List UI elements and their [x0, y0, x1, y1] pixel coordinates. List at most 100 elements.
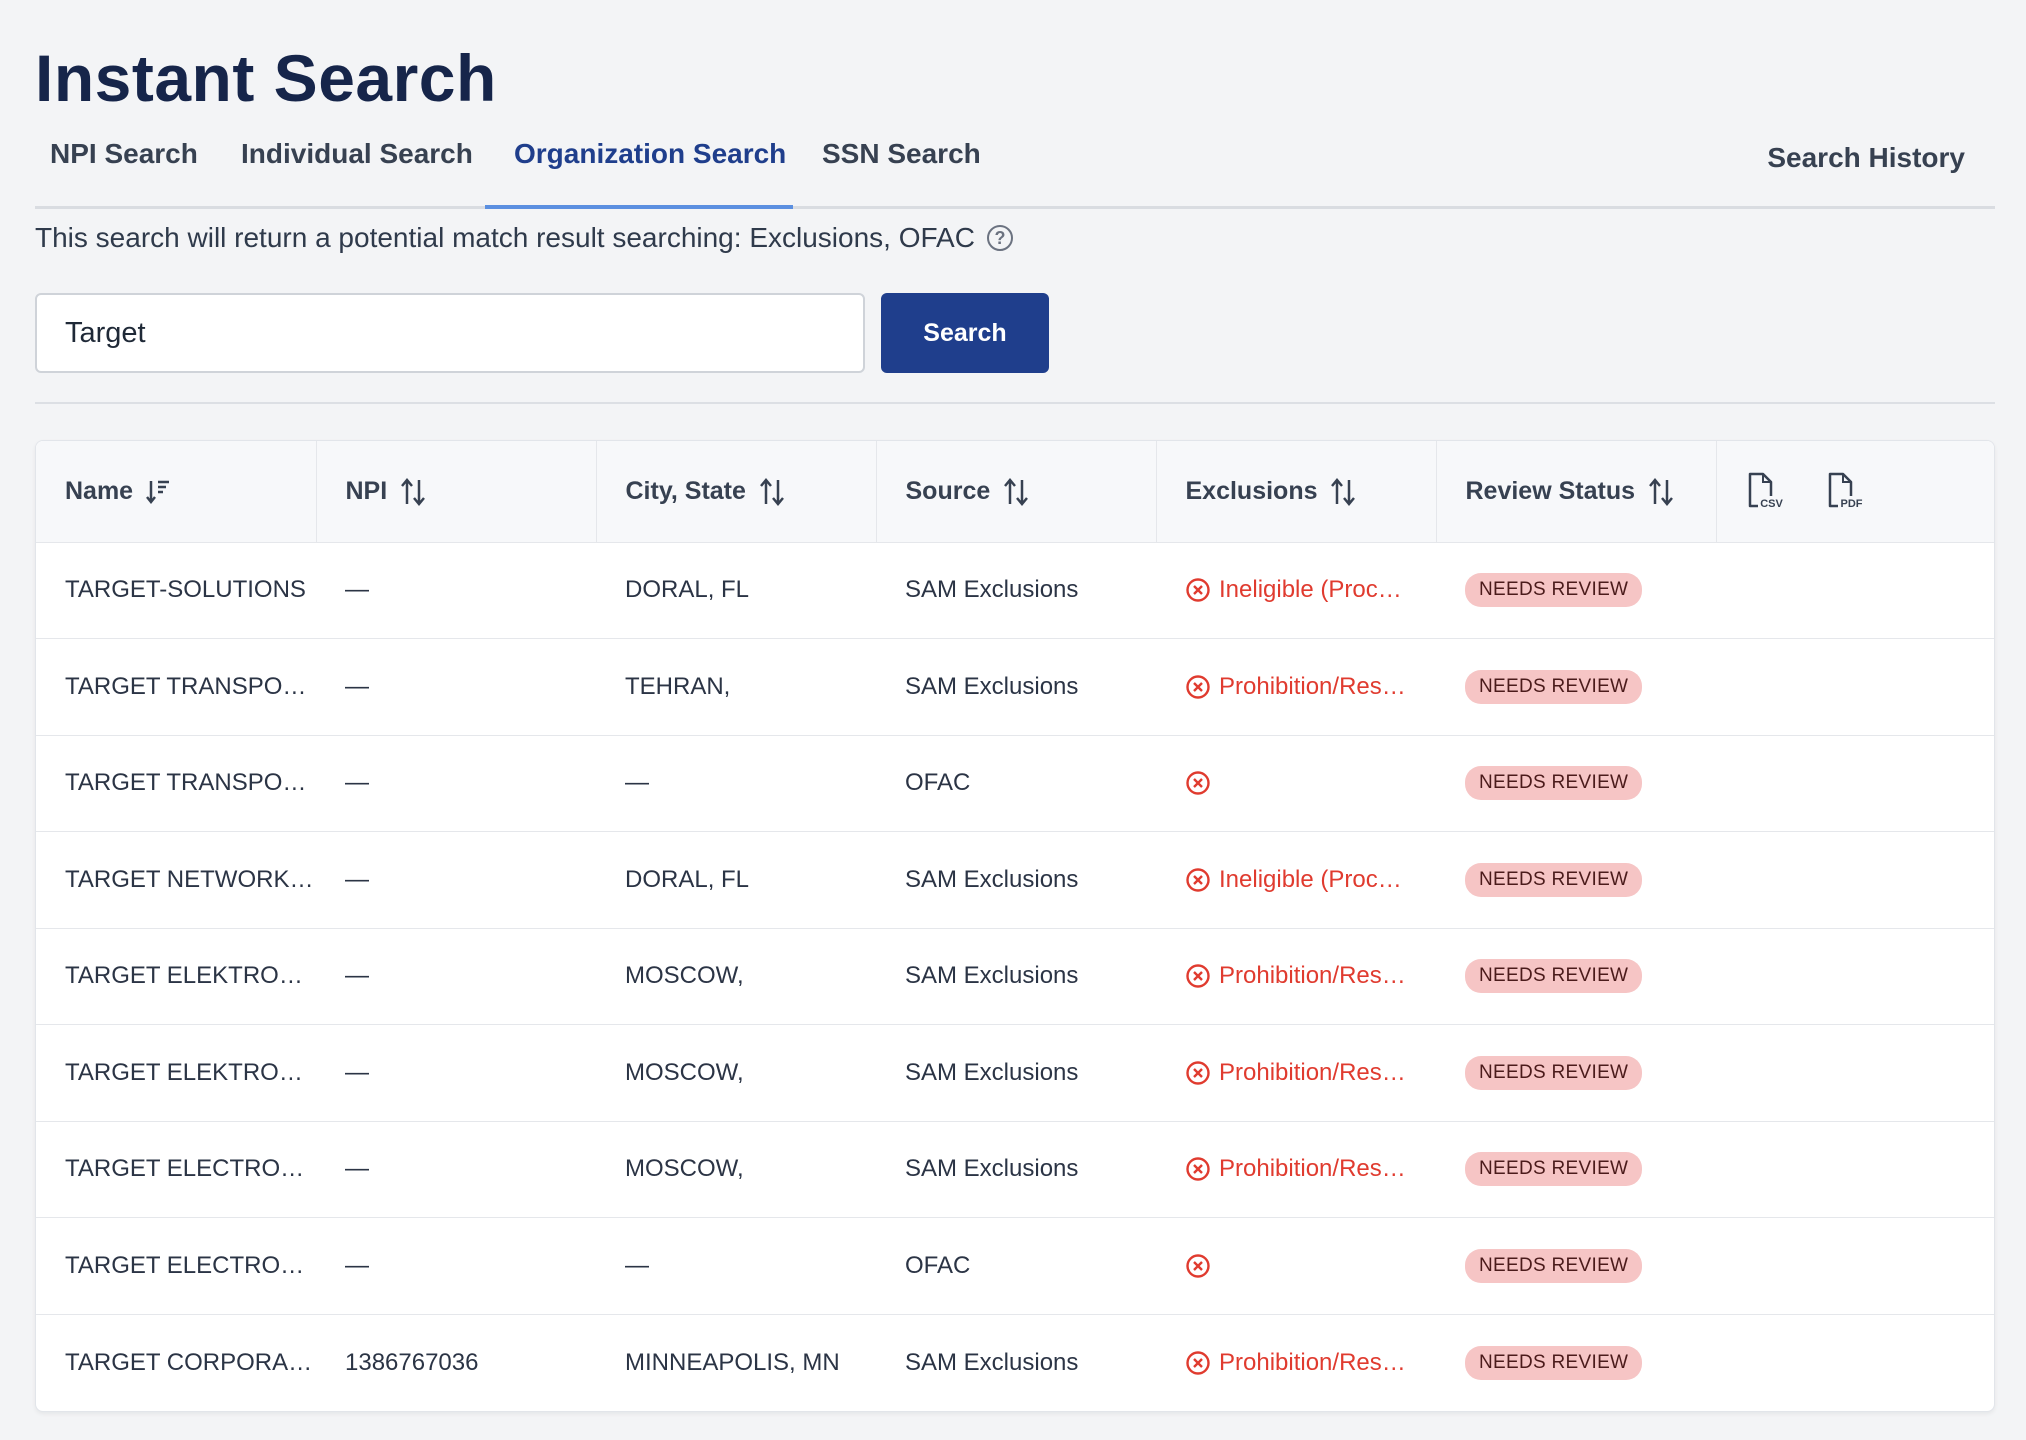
cell-actions: [1716, 1314, 1994, 1411]
cell-npi: —: [345, 962, 369, 990]
exclusion-label: Ineligible (Proc…: [1219, 576, 1402, 604]
status-badge: NEEDS REVIEW: [1465, 669, 1643, 704]
cell-exclusions: Prohibition/Res…: [1156, 639, 1436, 736]
cell-city-state: DORAL, FL: [625, 576, 750, 604]
exclusion-label: Prohibition/Res…: [1219, 1348, 1406, 1376]
exclusion-x-icon: [1186, 578, 1210, 602]
help-icon[interactable]: ?: [986, 225, 1013, 251]
cell-review-status: NEEDS REVIEW: [1436, 928, 1716, 1025]
column-label: Exclusions: [1185, 476, 1318, 505]
status-badge: NEEDS REVIEW: [1465, 862, 1643, 897]
exclusion-label: Prohibition/Res…: [1219, 672, 1406, 700]
cell-review-status: NEEDS REVIEW: [1436, 1121, 1716, 1218]
cell-actions: [1716, 1121, 1994, 1218]
sort-icon[interactable]: [1330, 477, 1356, 506]
column-header-city-state[interactable]: City, State: [596, 441, 877, 543]
cell-source: OFAC: [905, 769, 971, 797]
cell-name: TARGET-SOLUTIONS: [65, 576, 306, 604]
table-header-row: Name NPI City, State: [36, 441, 1994, 543]
search-button[interactable]: Search: [881, 293, 1049, 373]
cell-name: TARGET ELECTRO…: [65, 1251, 305, 1279]
table-row[interactable]: TARGET ELECTRO… — — OFAC NEEDS REVIEW: [36, 1218, 1994, 1315]
status-badge: NEEDS REVIEW: [1465, 766, 1643, 801]
sort-icon[interactable]: [1003, 477, 1029, 506]
column-header-npi[interactable]: NPI: [316, 441, 597, 543]
cell-npi: —: [345, 1155, 369, 1183]
exclusion-x-icon: [1186, 868, 1210, 892]
column-header-name[interactable]: Name: [36, 441, 317, 543]
table-row[interactable]: TARGET ELEKTRO… — MOSCOW, SAM Exclusions Pro…: [36, 928, 1994, 1025]
tab-ssn-search[interactable]: SSN Search: [822, 138, 981, 169]
cell-review-status: NEEDS REVIEW: [1436, 639, 1716, 736]
cell-city-state: DORAL, FL: [625, 865, 750, 893]
search-info: This search will return a potential matc…: [35, 222, 1013, 254]
cell-actions: [1716, 542, 1994, 639]
column-header-export: CSV PDF: [1716, 441, 1994, 543]
cell-source: OFAC: [905, 1251, 971, 1279]
status-badge: NEEDS REVIEW: [1465, 1248, 1643, 1283]
cell-name: TARGET TRANSPO…: [65, 672, 307, 700]
search-history-link[interactable]: Search History: [1767, 142, 1965, 173]
cell-name: TARGET ELECTRO…: [65, 1155, 305, 1183]
cell-source: SAM Exclusions: [905, 576, 1079, 604]
cell-npi: —: [345, 769, 369, 797]
cell-review-status: NEEDS REVIEW: [1436, 542, 1716, 639]
cell-city-state: —: [625, 1251, 649, 1279]
cell-actions: [1716, 639, 1994, 736]
table-row[interactable]: TARGET ELEKTRO… — MOSCOW, SAM Exclusions Pro…: [36, 1025, 1994, 1122]
tab-individual-search[interactable]: Individual Search: [241, 138, 473, 169]
exclusion-x-icon: [1186, 964, 1210, 988]
status-badge: NEEDS REVIEW: [1465, 573, 1643, 608]
tab-organization-search[interactable]: Organization Search: [514, 138, 787, 169]
table-row[interactable]: TARGET-SOLUTIONS — DORAL, FL SAM Exclusions…: [36, 542, 1994, 639]
cell-npi: —: [345, 865, 369, 893]
table-row[interactable]: TARGET NETWORK… — DORAL, FL SAM Exclusions I…: [36, 832, 1994, 929]
tab-npi-search[interactable]: NPI Search: [50, 138, 198, 169]
pdf-file-icon[interactable]: PDF: [1826, 472, 1866, 510]
status-badge: NEEDS REVIEW: [1465, 1055, 1643, 1090]
cell-exclusions: [1156, 735, 1436, 832]
cell-source: SAM Exclusions: [905, 1155, 1079, 1183]
exclusion-label: Prohibition/Res…: [1219, 1155, 1406, 1183]
cell-name: TARGET NETWORK…: [65, 865, 314, 893]
exclusion-x-icon: [1186, 1350, 1210, 1375]
cell-npi: 1386767036: [345, 1348, 479, 1376]
cell-city-state: MOSCOW,: [625, 1155, 744, 1183]
cell-city-state: MINNEAPOLIS, MN: [625, 1348, 840, 1376]
cell-npi: —: [345, 672, 369, 700]
cell-npi: —: [345, 1058, 369, 1086]
table-row[interactable]: TARGET TRANSPO… — — OFAC NEEDS REVIEW: [36, 735, 1994, 832]
column-header-source[interactable]: Source: [876, 441, 1157, 543]
cell-actions: [1716, 832, 1994, 929]
cell-exclusions: Prohibition/Res…: [1156, 1314, 1436, 1411]
sort-descending-icon[interactable]: [146, 479, 170, 505]
cell-exclusions: Ineligible (Proc…: [1156, 542, 1436, 639]
active-tab-indicator: [485, 205, 793, 209]
cell-review-status: NEEDS REVIEW: [1436, 1025, 1716, 1122]
svg-text:PDF: PDF: [1840, 498, 1862, 510]
exclusion-x-icon: [1186, 1061, 1210, 1085]
cell-npi: —: [345, 1251, 369, 1279]
cell-city-state: —: [625, 769, 649, 797]
table-row[interactable]: TARGET TRANSPO… — TEHRAN, SAM Exclusions Pro…: [36, 639, 1994, 736]
status-badge: NEEDS REVIEW: [1465, 959, 1643, 994]
table-row[interactable]: TARGET CORPORA… 1386767036 MINNEAPOLIS, MN…: [36, 1314, 1994, 1411]
status-badge: NEEDS REVIEW: [1465, 1152, 1643, 1187]
cell-actions: [1716, 1218, 1994, 1315]
sort-icon[interactable]: [1648, 477, 1674, 506]
column-header-review-status[interactable]: Review Status: [1436, 441, 1717, 543]
sort-icon[interactable]: [759, 477, 785, 506]
cell-city-state: MOSCOW,: [625, 1058, 744, 1086]
cell-npi: —: [345, 576, 369, 604]
column-header-exclusions[interactable]: Exclusions: [1156, 441, 1437, 543]
exclusion-label: Ineligible (Proc…: [1219, 865, 1402, 893]
cell-name: TARGET TRANSPO…: [65, 769, 307, 797]
csv-file-icon[interactable]: CSV: [1746, 472, 1786, 510]
table-row[interactable]: TARGET ELECTRO… — MOSCOW, SAM Exclusions Pro…: [36, 1121, 1994, 1218]
cell-review-status: NEEDS REVIEW: [1436, 1314, 1716, 1411]
search-input[interactable]: [35, 293, 865, 373]
sort-icon[interactable]: [400, 477, 426, 506]
cell-review-status: NEEDS REVIEW: [1436, 832, 1716, 929]
cell-source: SAM Exclusions: [905, 672, 1079, 700]
cell-exclusions: Prohibition/Res…: [1156, 928, 1436, 1025]
